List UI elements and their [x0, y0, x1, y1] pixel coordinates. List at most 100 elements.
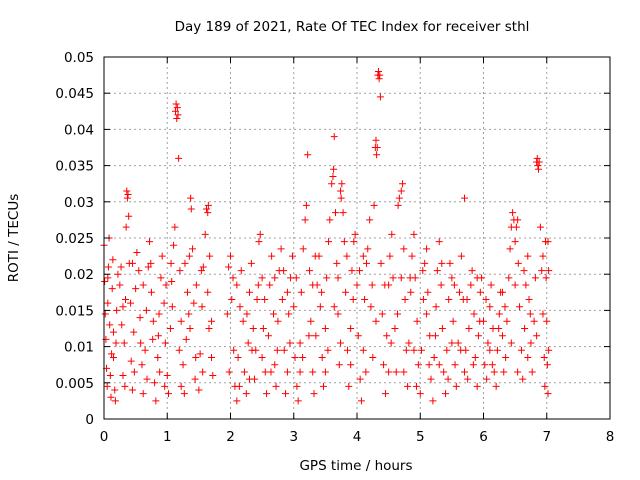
- data-point: [101, 310, 109, 318]
- data-point: [249, 325, 257, 332]
- data-point: [245, 288, 253, 296]
- data-point: [299, 245, 307, 253]
- x-tick-label: 3: [289, 429, 298, 445]
- y-tick-label: 0.045: [55, 86, 94, 102]
- data-point: [174, 111, 182, 119]
- data-point: [338, 180, 346, 188]
- data-point: [389, 274, 397, 282]
- x-tick-label: 2: [226, 429, 235, 445]
- data-point: [111, 397, 119, 405]
- y-tick-label: 0.04: [64, 122, 94, 138]
- data-point: [187, 205, 195, 213]
- data-point: [192, 281, 200, 289]
- data-point: [139, 281, 147, 289]
- data-point: [419, 267, 427, 275]
- data-point: [283, 368, 291, 376]
- data-point: [538, 267, 546, 275]
- data-point: [104, 274, 112, 282]
- data-point: [182, 335, 190, 343]
- data-point: [394, 201, 402, 209]
- data-point: [170, 241, 178, 249]
- data-point: [270, 310, 278, 318]
- data-point: [204, 288, 212, 296]
- data-point: [309, 368, 317, 376]
- data-point: [350, 238, 358, 246]
- data-point: [433, 267, 441, 275]
- data-point: [104, 263, 112, 271]
- data-point: [502, 353, 510, 361]
- data-point: [471, 353, 479, 361]
- data-point: [299, 353, 307, 361]
- data-point: [163, 372, 171, 380]
- data-point: [427, 375, 435, 383]
- data-point: [161, 339, 169, 347]
- data-point: [107, 393, 115, 401]
- data-point: [483, 375, 491, 383]
- data-point: [144, 263, 152, 271]
- y-tick-label: 0.05: [64, 50, 94, 66]
- data-point: [373, 151, 381, 159]
- data-point: [158, 252, 166, 260]
- data-point: [291, 353, 299, 361]
- y-tick-label: 0.005: [55, 376, 94, 392]
- data-point: [179, 361, 187, 369]
- data-point: [283, 288, 291, 296]
- data-point: [248, 346, 256, 354]
- data-point: [228, 296, 236, 304]
- data-point: [280, 346, 288, 354]
- data-point: [362, 259, 370, 267]
- data-point: [535, 165, 543, 173]
- data-point: [404, 382, 412, 390]
- data-point: [343, 252, 351, 260]
- data-point: [225, 263, 233, 271]
- data-point: [476, 317, 484, 325]
- data-point: [438, 325, 446, 332]
- data-point: [393, 310, 401, 318]
- data-point: [506, 245, 514, 253]
- data-point: [468, 267, 476, 275]
- data-point: [418, 346, 426, 354]
- data-point: [310, 390, 318, 398]
- x-tick-label: 5: [416, 429, 425, 445]
- data-point: [530, 317, 538, 325]
- data-point: [449, 317, 457, 325]
- data-point: [318, 353, 326, 361]
- data-point: [101, 277, 109, 285]
- data-point: [175, 154, 183, 162]
- x-tick-label: 0: [100, 429, 109, 445]
- data-point: [176, 267, 184, 275]
- data-point: [378, 310, 386, 318]
- data-point: [323, 274, 331, 282]
- data-point: [334, 274, 342, 282]
- data-point: [135, 267, 143, 275]
- data-point: [173, 115, 181, 123]
- data-point: [271, 274, 279, 282]
- data-point: [294, 397, 302, 405]
- data-point: [457, 346, 465, 354]
- data-point: [167, 259, 175, 267]
- data-point: [325, 238, 333, 246]
- data-point: [229, 274, 237, 282]
- data-point: [419, 296, 427, 304]
- data-point: [435, 361, 443, 369]
- data-point: [286, 339, 294, 347]
- data-point: [138, 361, 146, 369]
- y-tick-label: 0.01: [64, 340, 94, 356]
- data-point: [330, 303, 338, 311]
- grid-lines: [104, 57, 610, 419]
- data-point: [351, 230, 359, 238]
- data-point: [438, 259, 446, 267]
- data-point: [383, 332, 391, 340]
- data-point: [482, 296, 490, 304]
- data-point: [278, 296, 286, 304]
- data-point: [366, 216, 374, 224]
- data-point: [400, 245, 408, 253]
- data-point: [121, 382, 129, 390]
- data-point: [511, 238, 519, 246]
- data-point: [168, 277, 176, 285]
- data-points: [100, 67, 553, 405]
- data-point: [464, 375, 472, 383]
- data-point: [359, 346, 367, 354]
- data-point: [189, 245, 197, 253]
- data-point: [198, 303, 206, 311]
